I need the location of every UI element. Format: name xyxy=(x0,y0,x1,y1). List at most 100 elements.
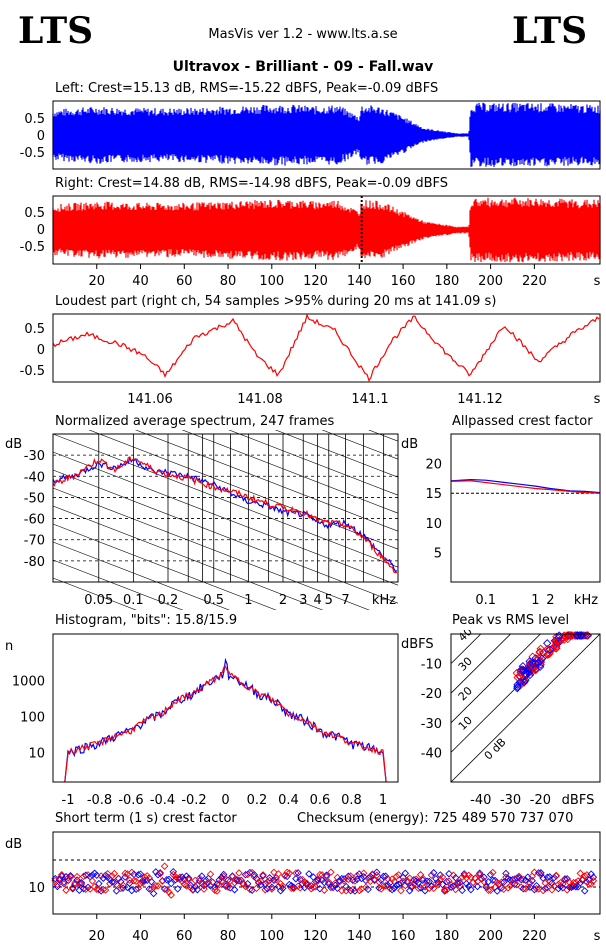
data-point xyxy=(578,875,587,883)
data-point xyxy=(373,871,381,879)
data-point xyxy=(460,871,469,880)
data-point xyxy=(440,886,449,894)
tick-label: 0.5 xyxy=(203,593,224,608)
y-axis-ticks: 1000 100 10 xyxy=(12,675,45,762)
x-unit-label: s xyxy=(594,274,601,289)
short-crest-title: Short term (1 s) crest factor xyxy=(55,811,237,826)
right-channel-title: Right: Crest=14.88 dB, RMS=-14.98 dBFS, … xyxy=(55,176,448,191)
tick-label: 120 xyxy=(303,929,328,944)
data-point xyxy=(241,882,250,891)
tick-label: 20 xyxy=(88,929,105,944)
tick-label: -1 xyxy=(62,793,75,808)
data-point xyxy=(515,678,525,687)
tick-label: 20 xyxy=(88,274,105,289)
data-point xyxy=(486,886,495,895)
data-point xyxy=(484,886,493,895)
data-point xyxy=(259,871,267,879)
data-point xyxy=(292,869,300,877)
data-point xyxy=(195,874,204,883)
data-point xyxy=(66,872,75,880)
data-point xyxy=(303,879,311,887)
tick-label: 1 xyxy=(531,593,539,608)
tick-label: -40 xyxy=(421,746,442,761)
data-point xyxy=(403,877,412,885)
plot-frame xyxy=(52,100,601,170)
data-point xyxy=(384,881,392,889)
data-point xyxy=(200,885,208,893)
tick-label: 160 xyxy=(391,929,416,944)
data-point xyxy=(438,880,447,889)
data-point xyxy=(467,885,475,894)
waveform-path xyxy=(52,197,601,263)
peak-rms-title: Peak vs RMS level xyxy=(452,613,570,628)
spectrum-left-line xyxy=(52,456,398,573)
peak-rms-chart: dBFS -10 -20 -30 -40 40 30 20 10 0 dB -40 -30 -20… xyxy=(401,630,601,808)
tick-label: -20 xyxy=(421,687,442,702)
plot-frame xyxy=(450,433,601,583)
tick-label: 5 xyxy=(325,593,333,608)
data-point xyxy=(128,868,136,877)
data-point xyxy=(285,869,294,877)
plot-frame xyxy=(52,313,601,383)
tick-label: 100 xyxy=(20,711,45,726)
diagonal-label: 20 xyxy=(456,684,475,703)
data-point xyxy=(106,875,114,883)
data-point xyxy=(261,880,269,888)
data-point xyxy=(539,886,547,895)
data-point xyxy=(475,869,484,877)
data-point xyxy=(359,869,368,877)
tick-label: 10 xyxy=(28,746,45,761)
diagonal-label: 10 xyxy=(456,714,475,733)
tick-label: -30 xyxy=(500,793,521,808)
data-point xyxy=(84,871,92,879)
allpassed-crest-chart: dB 20 15 10 5 0.1 1 2 kHz xyxy=(401,433,601,608)
data-point xyxy=(473,877,482,886)
data-point xyxy=(173,885,182,893)
data-point xyxy=(388,875,396,883)
tick-label: 0.5 xyxy=(24,206,45,221)
data-point xyxy=(287,881,296,890)
tick-label: 0.05 xyxy=(84,593,113,608)
tick-label: -0.4 xyxy=(150,793,175,808)
data-point xyxy=(322,873,331,881)
tick-label: -0.5 xyxy=(20,240,45,255)
tick-label: -20 xyxy=(530,793,551,808)
data-point xyxy=(228,872,237,881)
data-point xyxy=(217,877,226,886)
data-point xyxy=(101,886,110,894)
data-point xyxy=(230,885,239,894)
tick-label: -0.2 xyxy=(181,793,206,808)
left-waveform-chart: 0.5 0 -0.5 xyxy=(20,100,601,170)
data-point xyxy=(351,887,359,895)
data-point xyxy=(53,882,62,891)
waveform-path xyxy=(52,102,601,167)
data-point xyxy=(429,869,438,877)
x-axis-ticks: 0.1 1 2 xyxy=(475,593,554,608)
data-point xyxy=(480,873,488,882)
tick-label: 100 xyxy=(259,274,284,289)
tick-label: 0.4 xyxy=(278,793,299,808)
y-axis-ticks: 20 15 10 5 xyxy=(425,458,442,562)
data-point xyxy=(585,880,593,888)
slope-line xyxy=(52,469,399,604)
data-point xyxy=(268,885,276,893)
data-point xyxy=(90,869,99,878)
tick-label: 20 xyxy=(425,458,442,473)
data-point xyxy=(537,869,545,877)
data-point xyxy=(136,870,145,878)
data-point xyxy=(436,871,445,879)
slope-line xyxy=(181,430,399,514)
data-point xyxy=(390,884,399,892)
tick-label: -0.6 xyxy=(118,793,143,808)
x-unit-label: kHz xyxy=(372,593,396,608)
data-point xyxy=(499,878,508,887)
data-point xyxy=(425,877,434,886)
data-point xyxy=(272,876,280,884)
data-point xyxy=(163,886,171,894)
data-point xyxy=(517,678,526,687)
data-point xyxy=(394,871,403,879)
tick-label: -80 xyxy=(24,555,45,570)
tick-label: 1 xyxy=(244,593,252,608)
tick-label: -0.5 xyxy=(20,364,45,379)
data-point xyxy=(189,885,197,894)
